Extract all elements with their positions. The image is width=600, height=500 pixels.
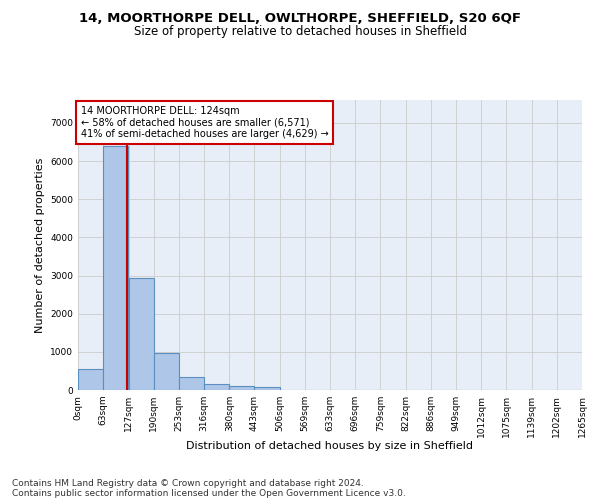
Text: Contains HM Land Registry data © Crown copyright and database right 2024.: Contains HM Land Registry data © Crown c… [12, 478, 364, 488]
Y-axis label: Number of detached properties: Number of detached properties [35, 158, 44, 332]
Bar [78, 369, 103, 390]
Bar [154, 353, 179, 390]
Bar [204, 384, 229, 390]
Bar [103, 146, 128, 390]
Bar [128, 278, 154, 390]
Bar [179, 377, 204, 390]
Text: Contains public sector information licensed under the Open Government Licence v3: Contains public sector information licen… [12, 488, 406, 498]
X-axis label: Distribution of detached houses by size in Sheffield: Distribution of detached houses by size … [187, 441, 473, 451]
Text: 14 MOORTHORPE DELL: 124sqm
← 58% of detached houses are smaller (6,571)
41% of s: 14 MOORTHORPE DELL: 124sqm ← 58% of deta… [80, 106, 328, 139]
Bar [254, 387, 280, 390]
Bar [229, 386, 254, 390]
Text: 14, MOORTHORPE DELL, OWLTHORPE, SHEFFIELD, S20 6QF: 14, MOORTHORPE DELL, OWLTHORPE, SHEFFIEL… [79, 12, 521, 26]
Text: Size of property relative to detached houses in Sheffield: Size of property relative to detached ho… [133, 25, 467, 38]
